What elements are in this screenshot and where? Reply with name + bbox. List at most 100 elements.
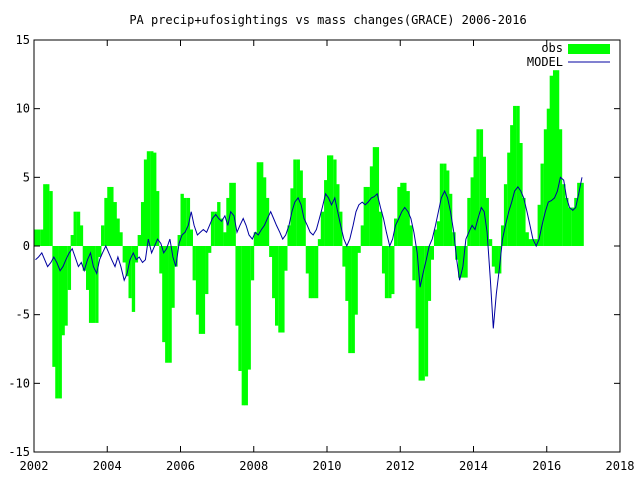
obs-bar — [552, 70, 557, 246]
obs-bar — [226, 197, 230, 246]
chart-title: PA precip+ufosightings vs mass changes(G… — [129, 13, 526, 27]
obs-bar — [537, 204, 541, 246]
y-tick-label: -5 — [16, 308, 30, 322]
obs-bar — [110, 186, 114, 246]
obs-bar — [186, 197, 191, 246]
obs-bar — [528, 239, 532, 246]
obs-bar — [311, 246, 315, 299]
obs-bar — [238, 246, 242, 371]
obs-bar — [162, 246, 166, 343]
obs-bar — [284, 246, 288, 271]
obs-bar — [510, 125, 514, 246]
obs-bar — [534, 239, 539, 246]
obs-bar — [485, 197, 489, 246]
obs-bar — [354, 246, 358, 315]
obs-bar — [327, 155, 331, 246]
obs-bar — [571, 207, 575, 246]
obs-bar — [134, 246, 139, 263]
obs-bar — [519, 143, 523, 246]
obs-bar — [159, 246, 163, 274]
obs-bar — [61, 246, 65, 336]
obs-bar — [143, 159, 148, 246]
obs-bar — [101, 225, 105, 246]
obs-bar — [119, 232, 123, 246]
x-tick-label: 2016 — [532, 459, 561, 473]
obs-bar — [113, 202, 117, 246]
obs-bar — [272, 246, 276, 299]
x-tick-label: 2002 — [20, 459, 49, 473]
obs-bar — [104, 197, 108, 246]
obs-bar — [70, 235, 74, 246]
obs-bar — [415, 246, 419, 329]
model-line-group — [35, 176, 583, 329]
obs-bar — [381, 246, 386, 274]
obs-bar — [150, 151, 154, 246]
obs-bar — [403, 182, 407, 246]
legend-model-label: MODEL — [527, 55, 563, 69]
obs-bar — [394, 218, 398, 246]
obs-bar — [339, 211, 343, 246]
obs-bar — [95, 246, 99, 323]
obs-bar — [555, 70, 560, 246]
obs-bar — [329, 155, 334, 246]
obs-bar — [388, 246, 392, 299]
obs-bar — [198, 246, 203, 334]
obs-bar — [525, 232, 529, 246]
obs-bar — [207, 246, 212, 253]
obs-bar — [265, 197, 270, 246]
obs-bar — [464, 246, 468, 278]
obs-bar — [577, 182, 581, 246]
obs-bar — [500, 225, 505, 246]
obs-bars — [34, 70, 584, 406]
obs-bar — [259, 162, 264, 246]
obs-bar — [580, 182, 584, 246]
obs-bar — [458, 246, 462, 278]
obs-bar — [363, 186, 367, 246]
obs-bar — [400, 182, 404, 246]
obs-bar — [305, 246, 310, 274]
obs-bar — [348, 246, 352, 354]
y-tick-label: -10 — [8, 376, 30, 390]
obs-bar — [409, 225, 413, 246]
obs-bar — [299, 170, 303, 246]
obs-bar — [287, 225, 291, 246]
obs-bar — [205, 246, 209, 295]
obs-bar — [418, 246, 422, 381]
obs-bar — [274, 246, 279, 326]
obs-bar — [177, 235, 181, 246]
obs-bar — [232, 182, 236, 246]
obs-bar — [574, 197, 578, 246]
obs-bar — [427, 246, 432, 301]
obs-bar — [43, 184, 47, 246]
obs-bar — [46, 184, 50, 246]
obs-bar — [281, 246, 285, 333]
obs-bar — [55, 246, 59, 399]
obs-bar — [296, 159, 300, 246]
obs-bar — [34, 229, 38, 246]
obs-bar — [333, 159, 337, 246]
obs-bar — [269, 246, 273, 257]
x-tick-label: 2010 — [313, 459, 342, 473]
obs-bar — [397, 186, 401, 246]
obs-bar — [107, 186, 111, 246]
obs-bar — [183, 197, 187, 246]
obs-bar — [140, 202, 145, 246]
obs-bar — [430, 246, 435, 260]
obs-bar — [82, 246, 87, 271]
obs-bar — [192, 246, 196, 281]
obs-bar — [369, 166, 374, 246]
x-tick-label: 2012 — [386, 459, 415, 473]
obs-bar — [125, 246, 129, 277]
obs-bar — [128, 246, 132, 299]
obs-bar — [479, 129, 484, 246]
obs-bar — [214, 211, 218, 246]
obs-bar — [424, 246, 429, 377]
obs-bar — [241, 246, 246, 406]
obs-bar — [433, 229, 438, 246]
obs-bar — [153, 152, 157, 246]
obs-bar — [482, 156, 487, 246]
legend-obs-swatch — [568, 44, 610, 54]
legend-obs-label: obs — [541, 41, 563, 55]
y-tick-label: 15 — [16, 33, 30, 47]
